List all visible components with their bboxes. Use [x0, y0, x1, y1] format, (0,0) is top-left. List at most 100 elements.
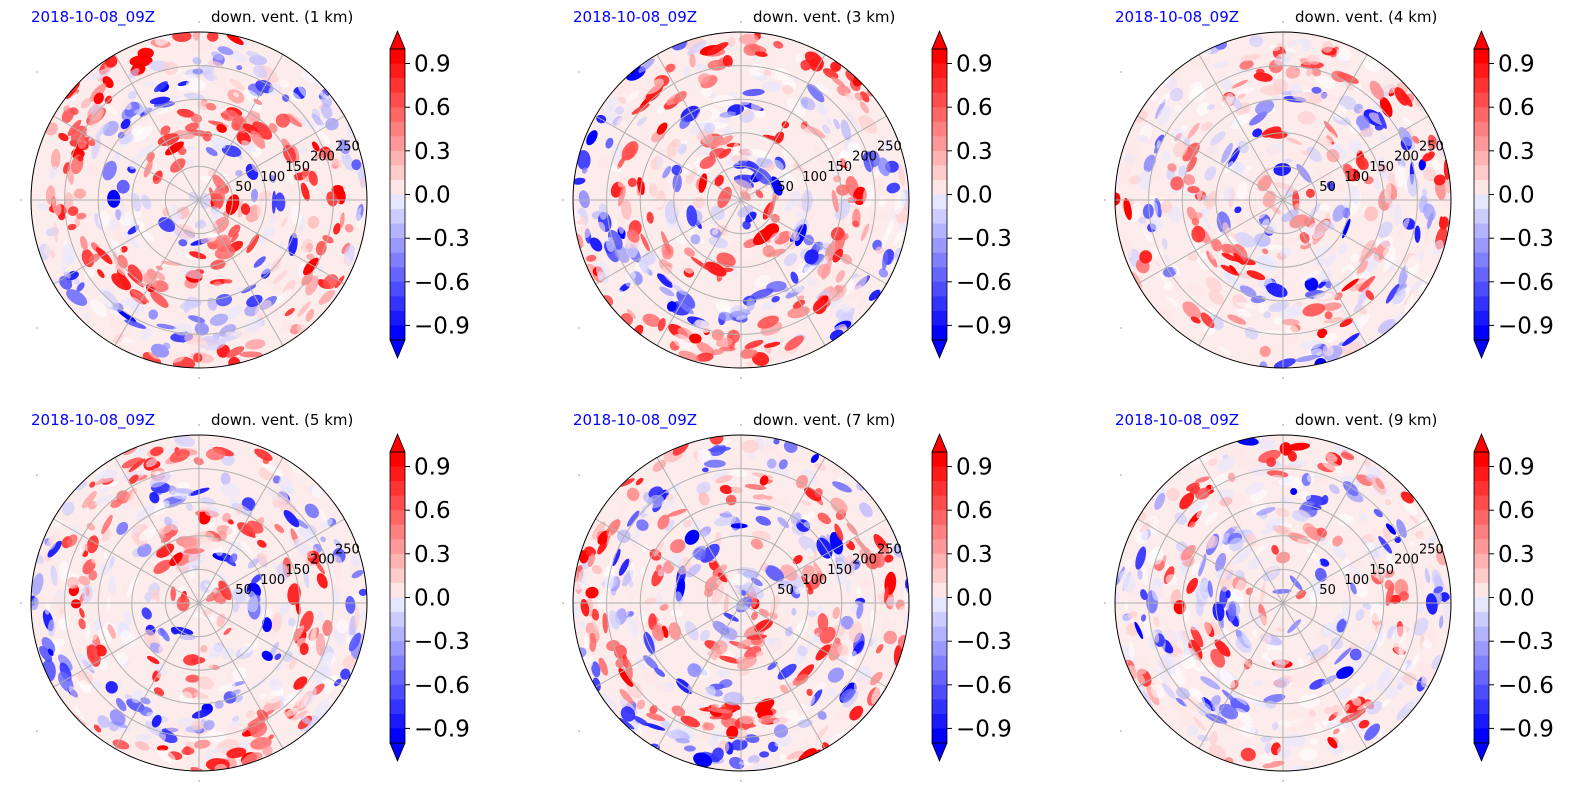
field-cell	[603, 106, 615, 127]
field-cell	[635, 477, 644, 486]
field-cell	[735, 315, 749, 321]
grid-spoke	[198, 518, 345, 604]
field-cell	[883, 630, 898, 645]
colorbar-segment	[932, 481, 947, 497]
field-cell	[99, 237, 114, 253]
field-cell	[274, 524, 285, 533]
field-cell	[591, 608, 600, 621]
field-cell	[1261, 218, 1270, 228]
field-cell	[804, 249, 819, 265]
field-cell	[291, 538, 303, 550]
colorbar-segment	[932, 452, 947, 468]
field-cell	[884, 554, 894, 563]
field-cell	[344, 224, 354, 233]
field-cell	[1417, 661, 1429, 674]
field-cell	[1385, 553, 1396, 569]
field-cell	[854, 92, 863, 102]
tick-dot	[1120, 327, 1122, 329]
field-cell	[307, 215, 320, 229]
field-cell	[1364, 542, 1375, 552]
field-cell	[1226, 92, 1235, 103]
field-cell	[1302, 522, 1315, 535]
field-cell	[1364, 723, 1381, 741]
field-cell	[732, 142, 740, 156]
colorbar: 0.90.60.30.0−0.3−0.6−0.9	[389, 29, 470, 360]
field-cell	[1233, 252, 1245, 265]
polar-outline	[30, 434, 368, 772]
field-cell	[830, 497, 848, 514]
colorbar-segment	[1474, 582, 1489, 599]
field-cell	[145, 720, 163, 737]
colorbar-segment	[390, 223, 405, 239]
field-cell	[84, 623, 91, 640]
field-cell	[755, 515, 771, 526]
field-cell	[250, 130, 266, 149]
field-cell	[269, 174, 276, 183]
field-cell	[141, 194, 152, 210]
field-cell	[1319, 537, 1328, 545]
field-cell	[880, 139, 893, 152]
field-cell	[1360, 83, 1370, 90]
field-cell	[320, 518, 333, 528]
field-cell	[640, 233, 650, 252]
field-cell	[1318, 280, 1327, 289]
field-cell	[839, 149, 850, 159]
field-cell	[62, 243, 77, 264]
field-cell	[1118, 158, 1134, 180]
field-cell	[1213, 60, 1230, 69]
field-cell	[717, 572, 728, 583]
field-cell	[1259, 345, 1271, 358]
colorbar-segment	[932, 63, 947, 79]
field-cell	[840, 119, 851, 141]
field-cell	[591, 564, 603, 575]
field-cell	[800, 500, 812, 507]
colorbar-segment	[390, 252, 405, 268]
field-cell	[684, 529, 700, 545]
field-cell	[1336, 513, 1351, 527]
field-cell	[1163, 281, 1173, 291]
field-cell	[859, 547, 871, 559]
field-cell	[219, 572, 227, 579]
radial-tick-label: 50	[235, 180, 252, 195]
field-cell	[275, 113, 290, 128]
field-cell	[765, 639, 787, 654]
field-cell	[657, 317, 666, 332]
field-cell	[827, 140, 834, 155]
field-cell	[175, 223, 196, 239]
field-cell	[707, 651, 717, 661]
field-cell	[203, 719, 215, 731]
field-cell	[1128, 641, 1135, 661]
field-cell	[802, 693, 816, 707]
field-cell	[89, 481, 96, 488]
field-cell	[709, 93, 717, 99]
colorbar-tick-label: 0.0	[956, 183, 993, 209]
field-cell	[1291, 521, 1299, 527]
field-cell	[1155, 98, 1166, 119]
field-cell	[773, 438, 780, 445]
tick-dot	[578, 327, 580, 329]
radial-tick-label: 250	[1419, 140, 1444, 155]
field-cell	[204, 753, 213, 761]
field-cell	[1374, 538, 1380, 545]
colorbar-segment	[390, 296, 405, 312]
field-cell	[618, 667, 634, 687]
field-cell	[784, 335, 804, 351]
field-cell	[246, 520, 264, 534]
field-cell	[1401, 675, 1414, 686]
field-cell	[31, 596, 39, 611]
field-cell	[109, 315, 126, 333]
tick-dot	[36, 327, 38, 329]
field-cell	[149, 588, 160, 600]
field-cell	[784, 709, 799, 720]
field-cell	[98, 718, 109, 729]
colorbar-segment	[1474, 281, 1489, 297]
field-cell	[856, 586, 862, 598]
colorbar-segment	[1474, 655, 1489, 671]
field-cell	[281, 320, 292, 332]
colorbar-tick-label: 0.6	[956, 95, 993, 121]
field-cell	[1294, 203, 1302, 210]
field-cell	[842, 689, 859, 708]
field-cell	[95, 478, 106, 485]
field-cell	[49, 249, 55, 259]
field-cell	[598, 203, 608, 220]
